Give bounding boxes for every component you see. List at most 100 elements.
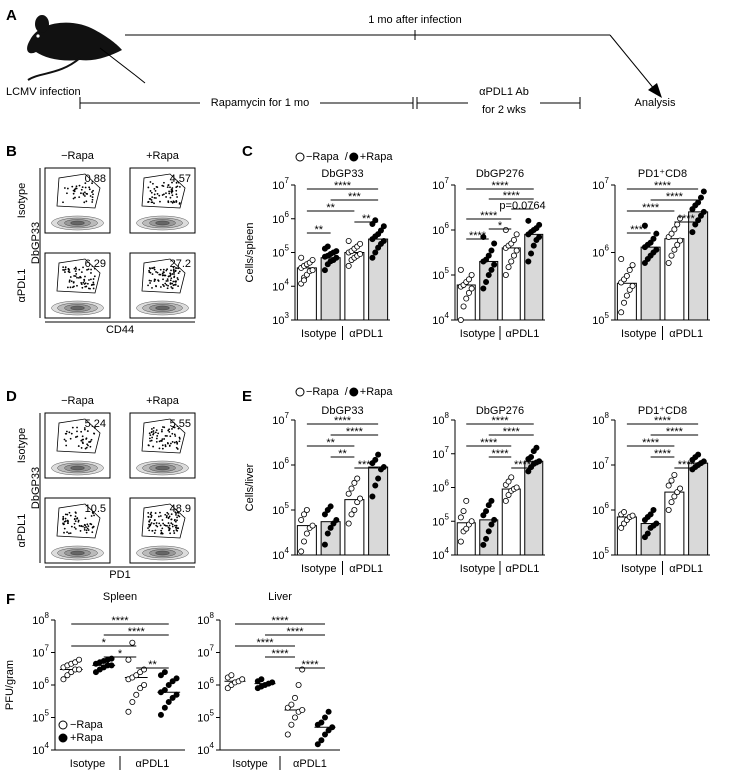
event <box>168 190 171 193</box>
data-point <box>345 237 352 244</box>
data-point <box>700 188 707 195</box>
event <box>155 524 158 527</box>
event <box>90 272 92 274</box>
event <box>166 278 169 281</box>
legend-label: +Rapa <box>360 151 394 163</box>
event <box>170 200 173 203</box>
event <box>169 279 172 282</box>
y-tick-label: 107 <box>592 176 609 192</box>
event <box>172 426 175 429</box>
event <box>178 440 181 443</box>
legend-symbol <box>58 720 68 730</box>
y-tick-label: 108 <box>197 611 214 627</box>
event <box>173 426 176 429</box>
event <box>64 432 67 435</box>
tick-base: 10 <box>432 315 444 327</box>
event <box>167 517 170 520</box>
panel-label: E <box>242 388 252 405</box>
event <box>83 278 86 281</box>
data-point <box>460 303 467 310</box>
data-point <box>626 267 633 274</box>
event <box>160 532 163 535</box>
y-tick-label: 105 <box>272 244 289 260</box>
data-point <box>309 267 316 274</box>
legend-label: −Rapa <box>70 719 104 731</box>
event <box>70 432 73 435</box>
event <box>169 532 172 535</box>
tick-base: 10 <box>592 180 604 192</box>
panel-label: A <box>6 7 17 24</box>
data-point <box>303 506 310 513</box>
column-label: +Rapa <box>146 395 180 407</box>
y-tick-label: 104 <box>197 741 214 757</box>
tick-exponent: 6 <box>605 501 610 510</box>
group-label: Isotype <box>301 328 336 340</box>
event <box>171 181 173 184</box>
y-tick-label: 104 <box>432 311 449 327</box>
data-point <box>689 229 696 236</box>
event <box>65 430 68 433</box>
event <box>149 198 152 200</box>
data-point <box>465 276 472 283</box>
event <box>161 428 163 431</box>
event <box>149 181 152 183</box>
event <box>165 196 167 198</box>
data-point <box>329 724 336 731</box>
panel-label: B <box>6 143 17 160</box>
event <box>82 192 85 195</box>
data-point <box>700 458 707 465</box>
event <box>175 280 177 283</box>
event <box>81 286 84 289</box>
data-point <box>60 676 67 683</box>
event <box>66 520 69 522</box>
comparison-label: **** <box>630 224 648 236</box>
event <box>147 516 150 518</box>
event <box>170 190 173 193</box>
event <box>147 284 149 287</box>
event <box>63 520 66 523</box>
event <box>62 522 64 525</box>
data-point <box>695 451 702 458</box>
data-point <box>653 246 660 253</box>
y-tick-label: 104 <box>432 546 449 562</box>
gate <box>56 173 101 209</box>
comparison-label: ** <box>314 224 323 236</box>
event <box>161 194 164 196</box>
event <box>90 438 93 441</box>
data-point <box>697 212 704 219</box>
bar <box>688 211 709 321</box>
data-point <box>485 502 492 509</box>
event <box>153 280 156 282</box>
event <box>177 278 179 281</box>
event <box>68 279 71 282</box>
event <box>168 528 171 531</box>
gate-percentage: 0.88 <box>85 173 106 185</box>
comparison-label: **** <box>503 190 521 202</box>
event <box>166 279 169 282</box>
comparison-label: **** <box>491 415 509 427</box>
event <box>156 271 159 274</box>
legend-label: +Rapa <box>70 732 104 744</box>
event <box>152 445 155 448</box>
event <box>178 202 181 205</box>
event <box>174 283 177 286</box>
data-point <box>618 309 625 316</box>
data-point <box>647 239 654 246</box>
tick-exponent: 7 <box>605 456 610 465</box>
tick-exponent: 6 <box>445 479 450 488</box>
data-point <box>357 240 364 247</box>
event <box>161 184 164 187</box>
event <box>88 188 91 191</box>
y-tick-label: 103 <box>272 311 289 327</box>
comparison-label: **** <box>514 459 532 471</box>
event <box>76 430 78 433</box>
contours <box>51 182 104 231</box>
group-label: Isotype <box>301 563 336 575</box>
event <box>165 192 167 195</box>
tick-exponent: 8 <box>445 411 450 420</box>
comparison-label: ** <box>362 213 371 225</box>
tick-base: 10 <box>432 516 444 528</box>
data-point <box>333 254 340 261</box>
tick-base: 10 <box>32 647 44 659</box>
event <box>66 187 69 190</box>
